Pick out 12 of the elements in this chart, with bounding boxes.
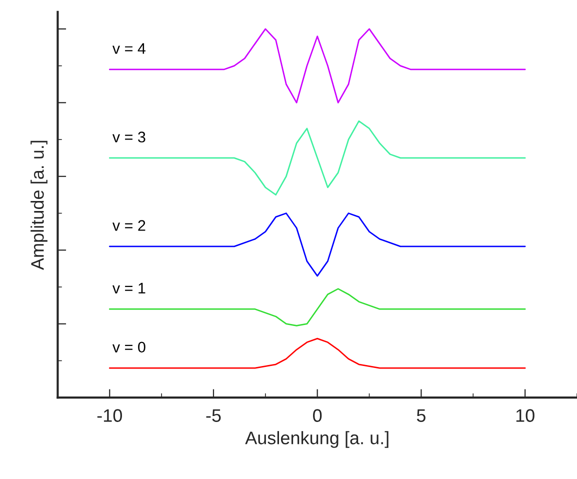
x-tick-label: 5: [416, 409, 426, 422]
x-tick-label: -10: [97, 409, 122, 422]
x-tick-label: -5: [206, 409, 221, 422]
series-label: v = 4: [112, 43, 146, 54]
series-label: v = 0: [112, 342, 146, 353]
x-tick-label: 10: [516, 409, 534, 422]
y-axis-title: Amplitude [a. u.]: [30, 140, 48, 270]
x-axis-title: Auslenkung [a. u.]: [245, 431, 388, 448]
series-label: v = 3: [112, 132, 146, 142]
series-label: v = 1: [112, 282, 146, 294]
x-tick-label: 0: [313, 409, 322, 422]
series-label: v = 2: [112, 220, 146, 231]
